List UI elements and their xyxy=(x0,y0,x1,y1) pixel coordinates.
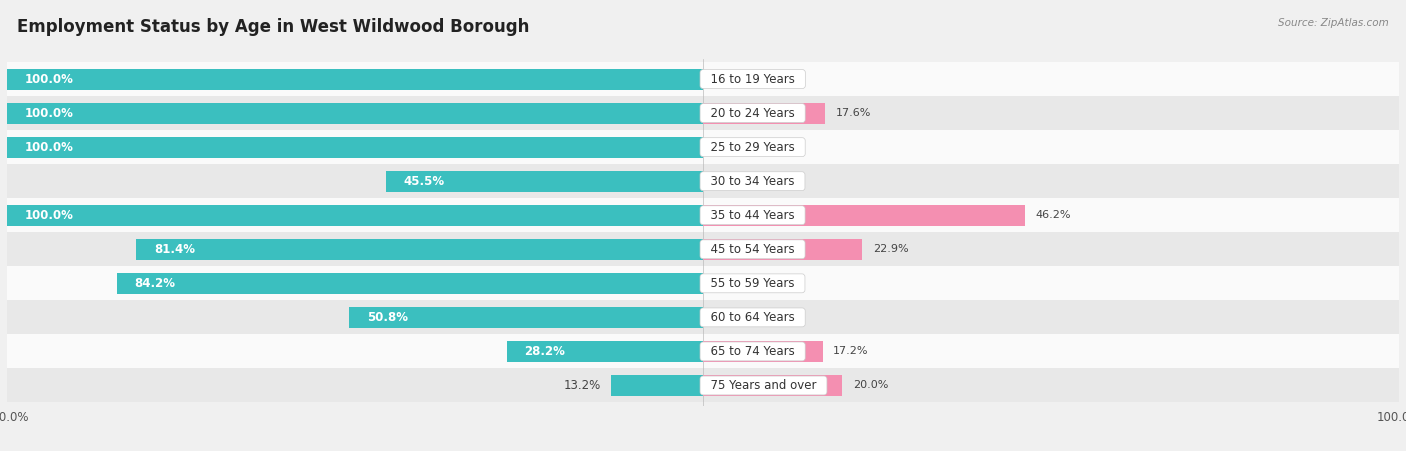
Text: 100.0%: 100.0% xyxy=(24,209,73,222)
Bar xyxy=(7,300,1399,334)
Text: Source: ZipAtlas.com: Source: ZipAtlas.com xyxy=(1278,18,1389,28)
Bar xyxy=(703,341,823,362)
Text: 100.0%: 100.0% xyxy=(24,73,73,86)
Text: 13.2%: 13.2% xyxy=(564,379,600,392)
Text: 25 to 29 Years: 25 to 29 Years xyxy=(703,141,803,154)
Text: 81.4%: 81.4% xyxy=(153,243,195,256)
Text: 0.0%: 0.0% xyxy=(713,278,742,288)
Text: 0.0%: 0.0% xyxy=(713,176,742,186)
Bar xyxy=(7,198,1399,232)
Text: 50.8%: 50.8% xyxy=(367,311,408,324)
Text: 45 to 54 Years: 45 to 54 Years xyxy=(703,243,803,256)
Text: Employment Status by Age in West Wildwood Borough: Employment Status by Age in West Wildwoo… xyxy=(17,18,529,36)
Text: 0.0%: 0.0% xyxy=(713,313,742,322)
Bar xyxy=(506,341,703,362)
Bar xyxy=(7,96,1399,130)
Bar xyxy=(7,205,703,226)
Text: 28.2%: 28.2% xyxy=(524,345,565,358)
Text: 100.0%: 100.0% xyxy=(24,141,73,154)
Bar xyxy=(117,273,703,294)
Bar xyxy=(7,368,1399,402)
Text: 0.0%: 0.0% xyxy=(713,74,742,84)
Bar xyxy=(7,62,1399,96)
Bar xyxy=(703,205,1025,226)
Bar xyxy=(703,375,842,396)
Bar xyxy=(387,170,703,192)
Text: 20 to 24 Years: 20 to 24 Years xyxy=(703,106,803,120)
Text: 16 to 19 Years: 16 to 19 Years xyxy=(703,73,803,86)
Text: 45.5%: 45.5% xyxy=(404,175,444,188)
Text: 65 to 74 Years: 65 to 74 Years xyxy=(703,345,803,358)
Bar xyxy=(7,102,703,124)
Bar xyxy=(7,137,703,158)
Text: 46.2%: 46.2% xyxy=(1035,210,1070,220)
Bar xyxy=(7,266,1399,300)
Text: 60 to 64 Years: 60 to 64 Years xyxy=(703,311,803,324)
Bar xyxy=(612,375,703,396)
Bar xyxy=(136,239,703,260)
Bar xyxy=(703,239,862,260)
Text: 17.2%: 17.2% xyxy=(834,346,869,356)
Text: 35 to 44 Years: 35 to 44 Years xyxy=(703,209,803,222)
Bar xyxy=(703,102,825,124)
Text: 17.6%: 17.6% xyxy=(837,108,872,118)
Bar xyxy=(7,130,1399,164)
Bar xyxy=(7,164,1399,198)
Text: 75 Years and over: 75 Years and over xyxy=(703,379,824,392)
Text: 22.9%: 22.9% xyxy=(873,244,908,254)
Text: 30 to 34 Years: 30 to 34 Years xyxy=(703,175,801,188)
Bar xyxy=(7,232,1399,266)
Bar xyxy=(350,307,703,328)
Text: 55 to 59 Years: 55 to 59 Years xyxy=(703,277,801,290)
Text: 20.0%: 20.0% xyxy=(852,381,889,391)
Text: 100.0%: 100.0% xyxy=(24,106,73,120)
Bar xyxy=(7,69,703,90)
Bar xyxy=(7,334,1399,368)
Text: 84.2%: 84.2% xyxy=(135,277,176,290)
Text: 0.0%: 0.0% xyxy=(713,142,742,152)
